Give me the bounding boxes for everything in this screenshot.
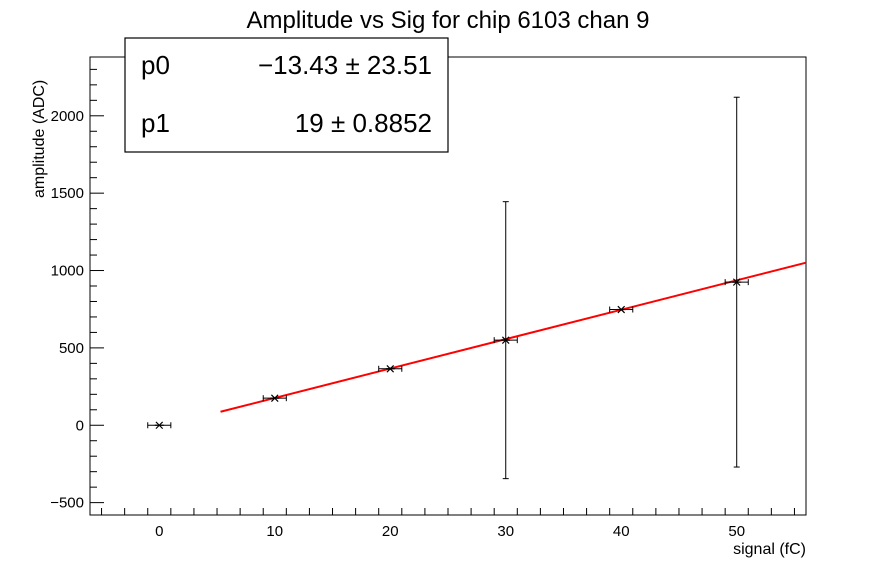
star-marker: [732, 278, 742, 286]
axis-ticks: 0 10 20 30 40 50 −500 0 500 1000 1500 2000: [50, 68, 795, 540]
x-tick-label: 0: [155, 523, 163, 540]
y-tick-label: 1500: [51, 185, 84, 202]
data-points: [147, 96, 749, 480]
y-tick-label: 0: [76, 417, 84, 434]
stat-value-p0: −13.43 ± 23.51: [258, 50, 432, 80]
x-tick-label: 30: [497, 523, 514, 540]
x-tick-label: 50: [728, 523, 745, 540]
data-point: [724, 96, 749, 468]
star-stroke: [386, 364, 395, 373]
x-tick-label: 10: [266, 523, 283, 540]
star-marker: [616, 305, 626, 314]
star-marker: [385, 364, 395, 373]
stat-value-p1: 19 ± 0.8852: [295, 108, 432, 138]
y-tick-label: 500: [59, 340, 84, 357]
data-point: [262, 394, 287, 402]
star-marker: [501, 336, 511, 344]
star-stroke: [270, 394, 279, 402]
chart-title: Amplitude vs Sig for chip 6103 chan 9: [247, 7, 650, 34]
x-tick-label: 40: [613, 523, 630, 540]
data-point: [378, 364, 403, 373]
y-tick-label: 1000: [51, 263, 84, 280]
y-axis-label: amplitude (ADC): [31, 80, 48, 198]
star-stroke: [617, 305, 626, 314]
stat-label-p0: p0: [141, 50, 170, 80]
star-stroke: [501, 336, 510, 344]
x-axis-label: signal (fC): [733, 541, 806, 558]
data-point: [609, 305, 634, 314]
stats-box-frame: [124, 37, 449, 153]
y-tick-label: −500: [50, 495, 84, 512]
star-marker: [154, 421, 164, 430]
star-marker: [270, 394, 280, 402]
star-stroke: [155, 421, 164, 430]
fit-line-group: [220, 261, 807, 413]
fit-stats-box: p0 −13.43 ± 23.51 p1 19 ± 0.8852: [124, 37, 449, 153]
data-point: [493, 201, 518, 480]
x-tick-label: 20: [382, 523, 399, 540]
stat-label-p1: p1: [141, 108, 170, 138]
y-tick-label: 2000: [51, 108, 84, 125]
fit-line: [220, 261, 807, 413]
data-point: [147, 421, 172, 430]
star-stroke: [732, 278, 741, 286]
